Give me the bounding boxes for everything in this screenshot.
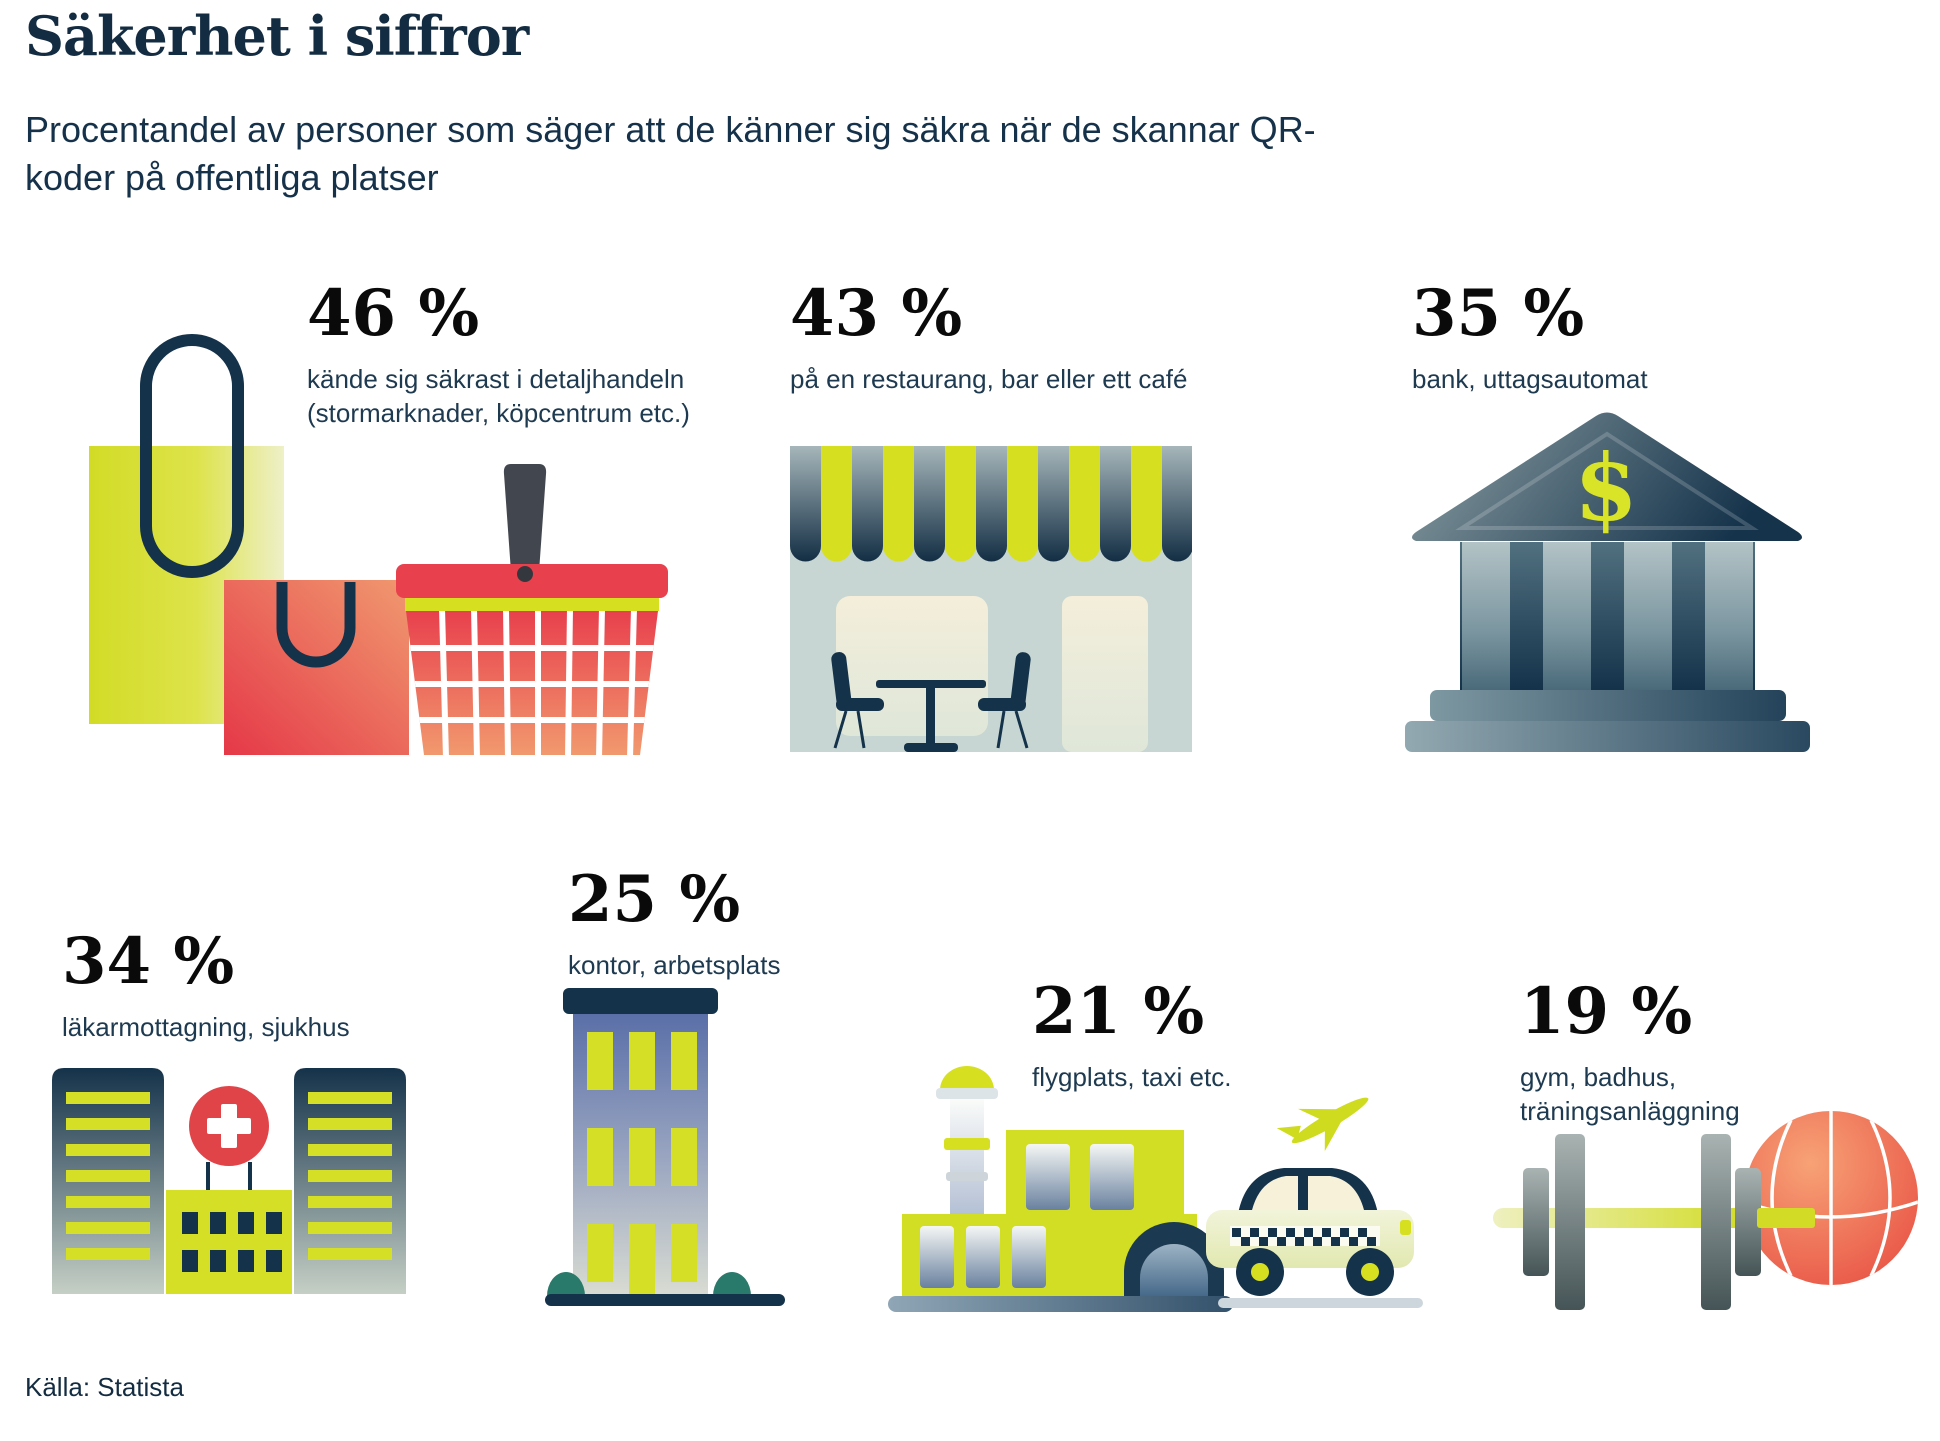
taxi-checker-band xyxy=(1232,1228,1376,1246)
red-shopping-bag xyxy=(224,580,409,755)
page-subtitle: Procentandel av personer som säger att d… xyxy=(25,106,1316,202)
terminal-building xyxy=(902,1130,1197,1296)
bank-step-lower xyxy=(1405,721,1810,752)
bush-right xyxy=(713,1272,751,1296)
shopping-basket xyxy=(396,464,668,755)
taxi-headlight xyxy=(1400,1220,1411,1235)
bank-pediment xyxy=(1412,412,1802,541)
hospital-icon xyxy=(50,1056,408,1302)
stat-label: på en restaurang, bar eller ett café xyxy=(790,364,1188,394)
stat-label: kontor, arbetsplats xyxy=(568,950,781,980)
basketball xyxy=(1744,1111,1918,1285)
taxi xyxy=(1206,1168,1414,1296)
office-windows xyxy=(587,1032,697,1296)
taxi-wheels xyxy=(1236,1248,1394,1296)
shop-door xyxy=(1062,596,1148,752)
subtitle-line-1: Procentandel av personer som säger att d… xyxy=(25,109,1316,150)
hangar-arch xyxy=(1124,1222,1224,1296)
stat-value: 43 % xyxy=(790,276,963,351)
bush-left xyxy=(547,1272,585,1296)
stat-value: 21 % xyxy=(1032,974,1205,1049)
stat-gym: 19 % gym, badhus, träningsanläggning xyxy=(1520,980,1780,1128)
shopping-bags-basket-icon xyxy=(74,318,694,755)
hospital-right-tower xyxy=(294,1068,406,1294)
office-ground xyxy=(545,1294,785,1306)
stat-label: flygplats, taxi etc. xyxy=(1032,1062,1232,1092)
source-note: Källa: Statista xyxy=(25,1372,184,1402)
stat-label: kände sig säkrast i detaljhandeln (storm… xyxy=(307,364,690,428)
page-title: Säkerhet i siffror xyxy=(25,4,529,68)
stat-value: 35 % xyxy=(1412,276,1585,351)
dumbbell-basketball-icon xyxy=(1491,1086,1921,1316)
dollar-sign-icon: $ xyxy=(1574,434,1638,542)
dumbbell-plates xyxy=(1523,1134,1761,1310)
stat-label: bank, uttagsautomat xyxy=(1412,364,1648,394)
hospital-entrance xyxy=(166,1162,292,1294)
bank-columns xyxy=(1462,542,1753,690)
stat-value: 25 % xyxy=(568,862,741,937)
stat-office: 25 % kontor, arbetsplats xyxy=(568,868,780,982)
stat-retail: 46 % kände sig säkrast i detaljhandeln (… xyxy=(307,282,777,430)
stat-value: 34 % xyxy=(62,924,235,999)
hospital-left-tower xyxy=(52,1068,164,1294)
medical-cross-icon xyxy=(189,1086,269,1166)
stat-label: gym, badhus, träningsanläggning xyxy=(1520,1062,1740,1126)
office-door xyxy=(629,1224,655,1296)
road-strip xyxy=(1218,1298,1423,1308)
subtitle-line-2: koder på offentliga platser xyxy=(25,157,439,198)
office-roof xyxy=(563,988,718,1014)
stat-value: 46 % xyxy=(307,276,480,351)
cafe-table-and-chairs xyxy=(831,652,1031,752)
airplane-icon xyxy=(1276,1097,1369,1152)
office-building-icon xyxy=(543,988,788,1306)
stat-restaurant: 43 % på en restaurang, bar eller ett caf… xyxy=(790,282,1187,396)
dumbbell-bar-end xyxy=(1757,1208,1815,1228)
airport-taxi-icon xyxy=(888,1044,1423,1314)
cafe-storefront-icon xyxy=(790,446,1192,752)
stat-label: läkarmottagning, sjukhus xyxy=(62,1012,350,1042)
stat-bank: 35 % bank, uttagsautomat xyxy=(1412,282,1648,396)
bank-step-upper xyxy=(1430,690,1786,721)
stat-hospital: 34 % läkarmottagning, sjukhus xyxy=(62,930,350,1044)
stat-value: 19 % xyxy=(1520,974,1693,1049)
awning xyxy=(790,446,1192,562)
stat-airport: 21 % flygplats, taxi etc. xyxy=(1032,980,1231,1094)
tarmac-ground xyxy=(888,1296,1233,1312)
bank-building-icon: $ xyxy=(1400,402,1815,752)
